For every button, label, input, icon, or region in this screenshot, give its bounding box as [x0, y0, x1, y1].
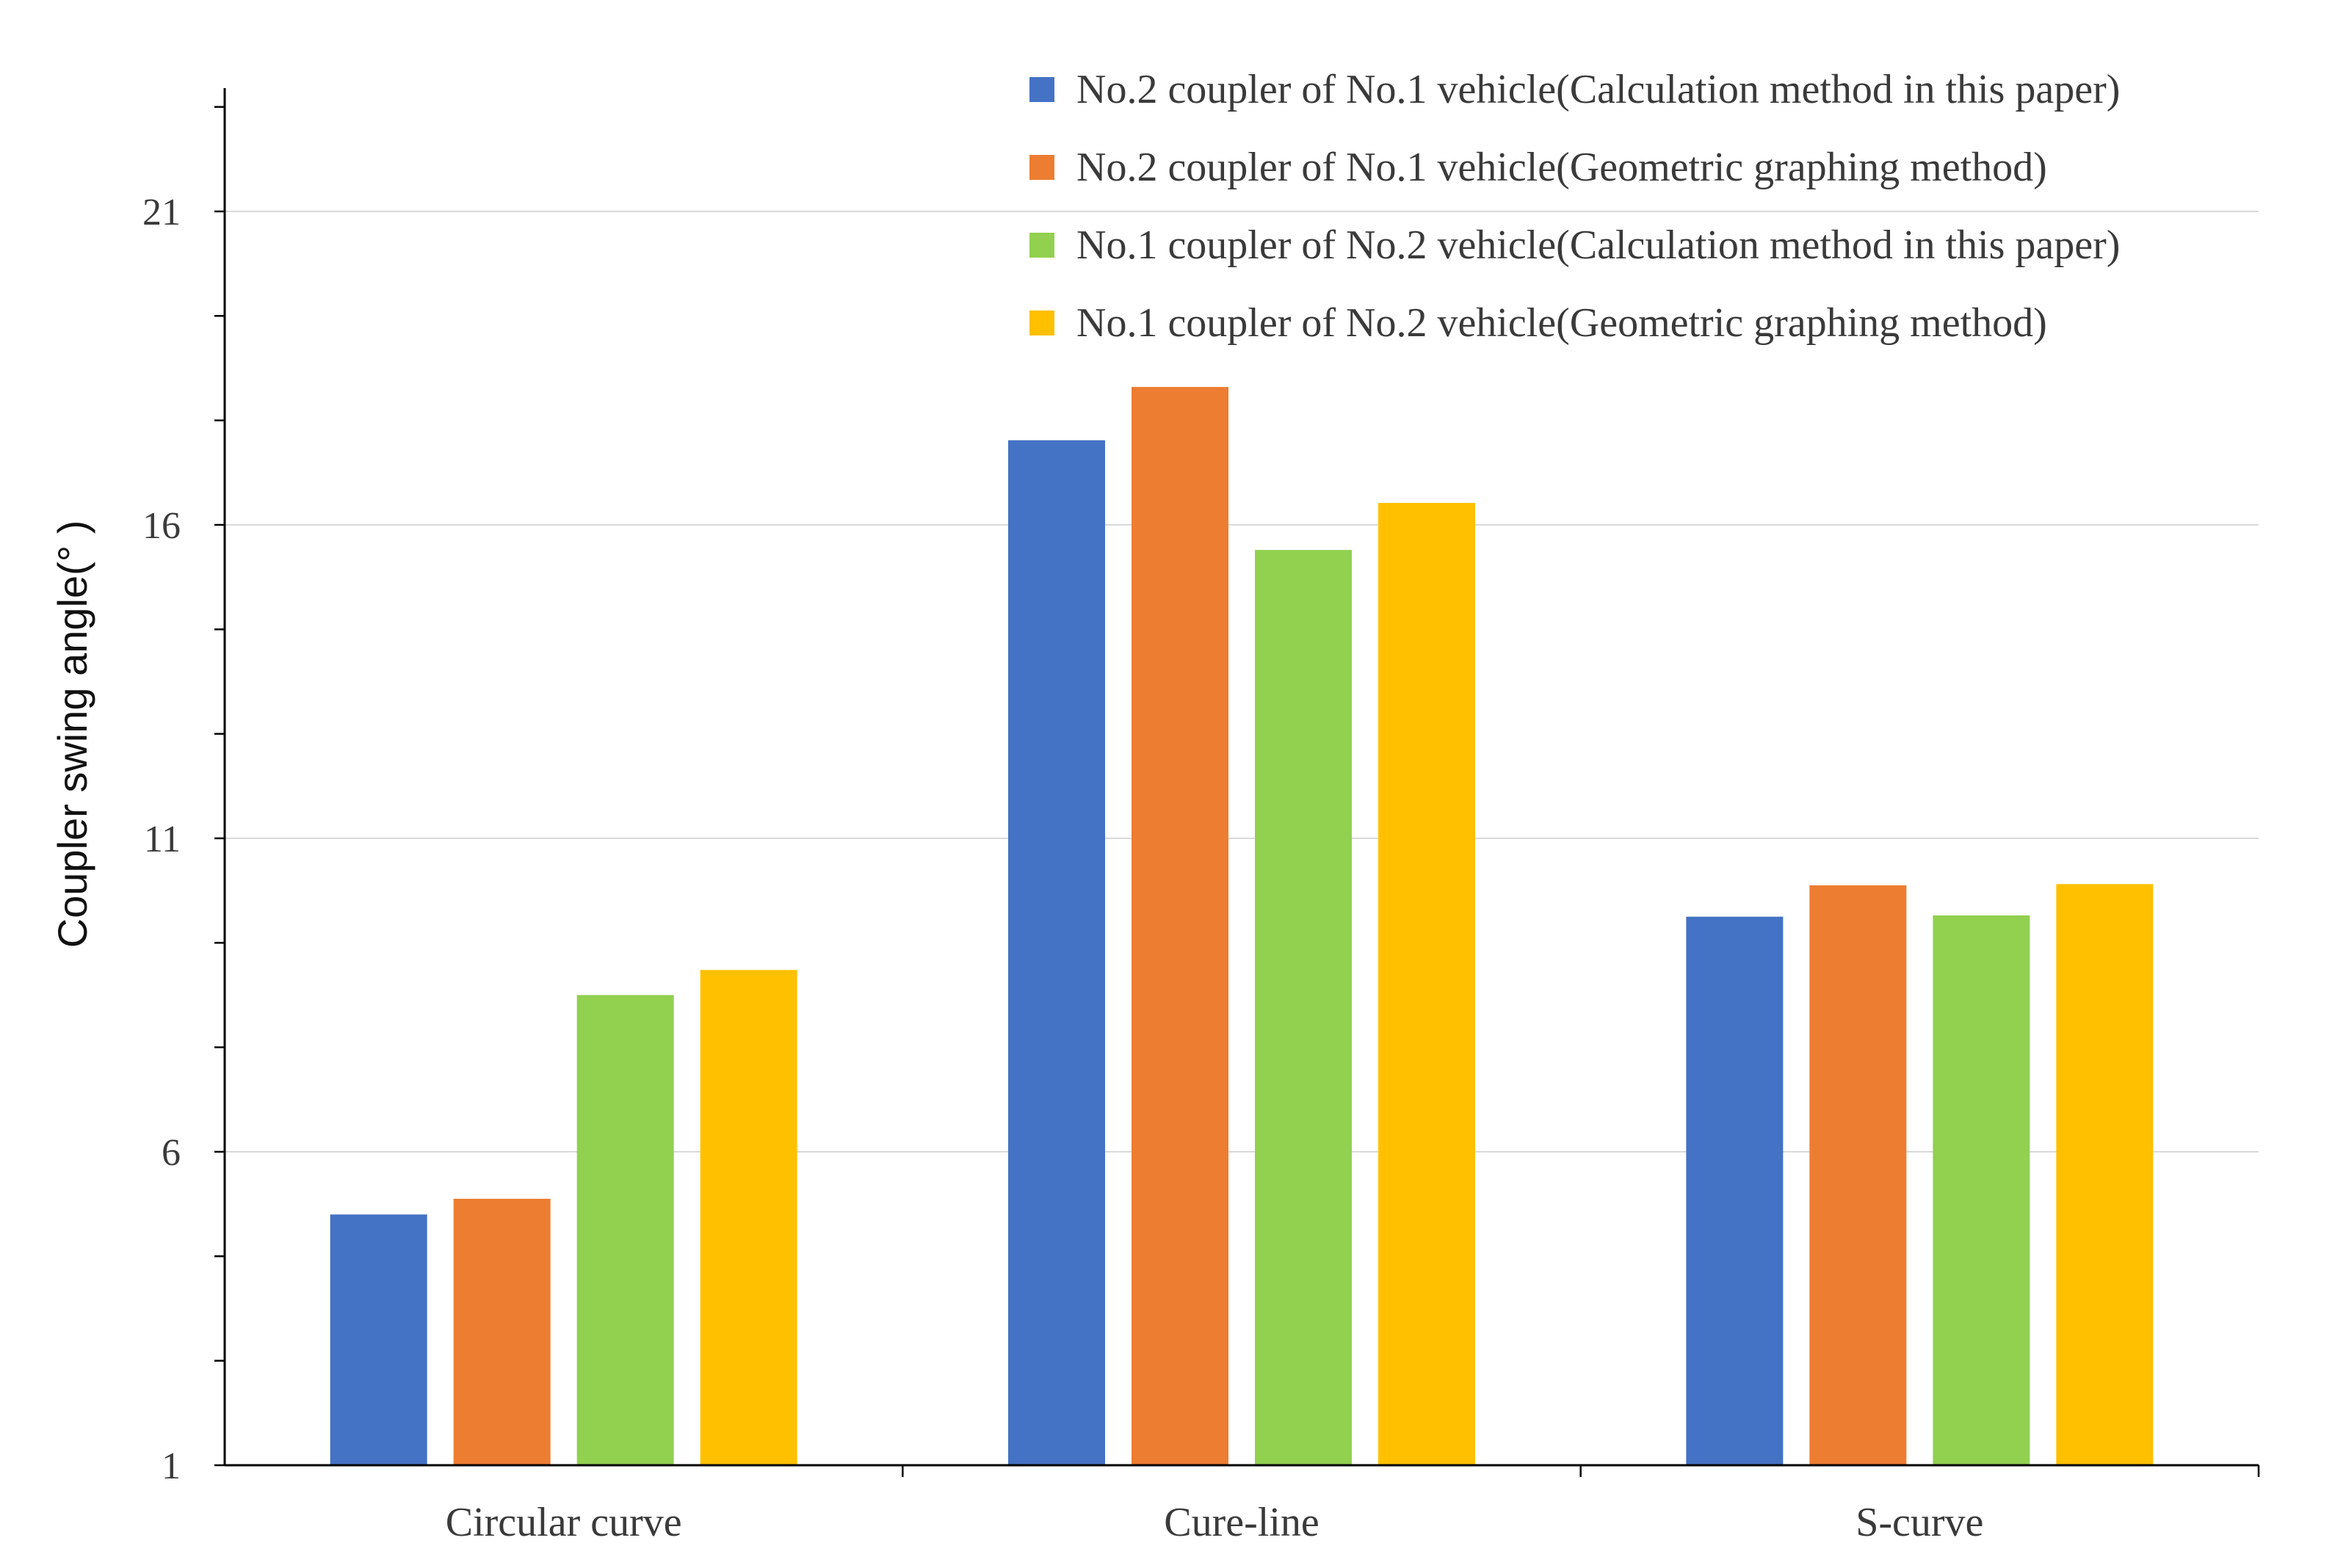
- bar: [1378, 503, 1475, 1465]
- bar: [2056, 884, 2154, 1465]
- bar: [1933, 915, 2030, 1465]
- bar: [1132, 387, 1228, 1465]
- bar: [1255, 550, 1352, 1466]
- bar: [1008, 440, 1105, 1466]
- bar: [330, 1214, 427, 1465]
- legend-swatch: [1029, 77, 1054, 102]
- bar: [576, 995, 674, 1465]
- y-tick-label: 11: [144, 819, 181, 860]
- legend-label: No.2 coupler of No.1 vehicle(Calculation…: [1076, 67, 2120, 112]
- y-tick-label: 16: [142, 505, 181, 547]
- y-tick-label: 1: [162, 1445, 181, 1487]
- bar: [1686, 916, 1784, 1465]
- x-category-label: S-curve: [1856, 1500, 1983, 1545]
- bar: [453, 1199, 551, 1465]
- legend-swatch: [1029, 311, 1054, 335]
- legend-swatch: [1029, 155, 1054, 180]
- y-tick-label: 21: [142, 192, 181, 233]
- y-tick-label: 6: [162, 1132, 181, 1174]
- x-category-labels: Circular curve Cure-line S-curve: [446, 1500, 1984, 1545]
- bars: [330, 387, 2154, 1466]
- y-axis-label: Coupler swing angle(° ): [49, 520, 95, 948]
- x-category-label: Circular curve: [446, 1500, 682, 1545]
- legend-swatch: [1029, 233, 1054, 258]
- bar: [700, 970, 797, 1465]
- x-category-label: Cure-line: [1164, 1500, 1319, 1545]
- legend-label: No.1 coupler of No.2 vehicle(Calculation…: [1076, 222, 2120, 268]
- legend-label: No.2 coupler of No.1 vehicle(Geometric g…: [1076, 145, 2047, 190]
- legend-label: No.1 coupler of No.2 vehicle(Geometric g…: [1076, 300, 2047, 346]
- grid-lines: [225, 211, 2259, 1153]
- bar: [1809, 885, 1907, 1465]
- axes: [214, 88, 2260, 1477]
- legend: No.2 coupler of No.1 vehicle(Calculation…: [1029, 67, 2120, 346]
